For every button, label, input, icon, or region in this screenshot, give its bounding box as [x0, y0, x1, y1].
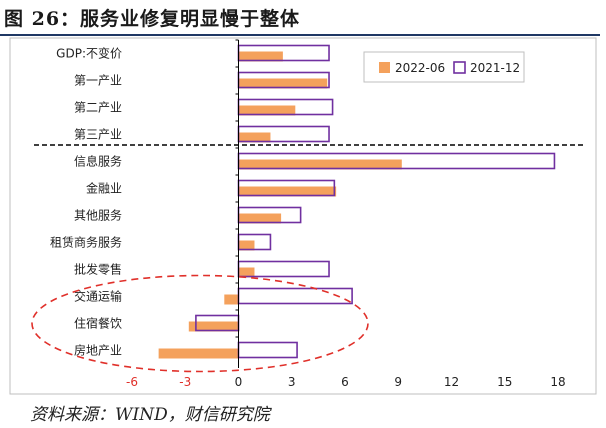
highlight-ellipse [31, 274, 369, 373]
chart-frame [9, 37, 597, 395]
category-label: 交通运输 [74, 289, 122, 304]
x-tick-label: 0 [235, 375, 243, 389]
bar-2022-06 [158, 348, 239, 359]
bar-2022-06 [238, 240, 255, 251]
bar-2022-06 [238, 51, 283, 62]
title-underline [0, 34, 600, 36]
bar-2022-06 [238, 213, 282, 224]
legend-box [363, 51, 525, 83]
bar-2021-12 [237, 341, 298, 359]
bar-2022-06 [238, 186, 337, 197]
legend-swatch-2021-12 [453, 61, 466, 74]
category-label: 住宿餐饮 [74, 316, 122, 331]
category-label: 第一产业 [74, 74, 122, 88]
category-label: 批发零售 [74, 262, 122, 277]
x-tick-label: 15 [497, 375, 512, 389]
category-label: 金融业 [86, 181, 122, 196]
x-tick-label: 6 [341, 375, 349, 389]
category-label: 信息服务 [74, 154, 122, 169]
bar-2022-06 [188, 321, 239, 332]
bar-2022-06 [238, 159, 402, 170]
legend-swatch-2022-06 [379, 62, 390, 73]
legend-label-2022-06: 2022-06 [395, 61, 445, 75]
category-label: 第三产业 [74, 128, 122, 142]
bar-2022-06 [238, 78, 328, 89]
bar-2022-06 [238, 267, 255, 278]
figure-title: 图 26：服务业修复明显慢于整体 [4, 8, 301, 30]
x-tick-label: -3 [179, 375, 191, 389]
category-label: 第二产业 [74, 101, 122, 115]
category-label: 租赁商务服务 [50, 235, 122, 250]
source-note: 资料来源：WIND，财信研究院 [30, 405, 270, 425]
category-label: 房地产业 [74, 343, 122, 358]
bar-2022-06 [224, 294, 239, 305]
category-label: GDP:不变价 [56, 46, 122, 61]
x-tick-label: 18 [550, 375, 565, 389]
x-tick-label: 12 [444, 375, 459, 389]
bar-2022-06 [238, 132, 271, 143]
x-tick-label: -6 [126, 375, 138, 389]
category-label: 其他服务 [74, 208, 122, 223]
legend-label-2021-12: 2021-12 [470, 61, 520, 75]
bar-2021-12 [237, 287, 353, 305]
x-tick-label: 9 [394, 375, 402, 389]
bar-2022-06 [238, 105, 296, 116]
legend: 2022-06 2021-12 [363, 51, 525, 83]
x-tick-label: 3 [288, 375, 296, 389]
